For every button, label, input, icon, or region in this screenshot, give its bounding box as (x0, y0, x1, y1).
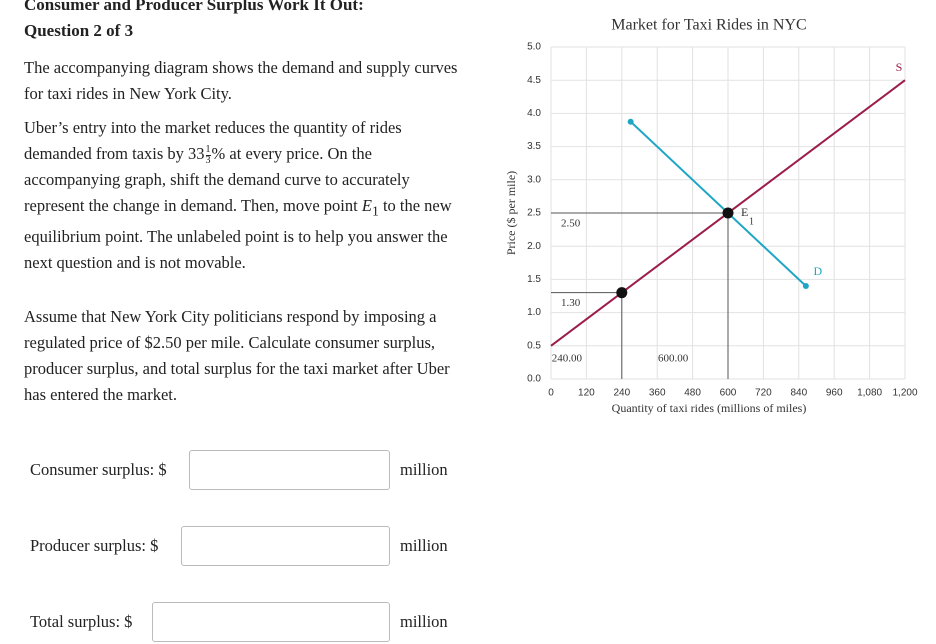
x-tick-label: 360 (649, 388, 666, 399)
x-tick-label: 840 (790, 388, 807, 399)
total-surplus-input[interactable] (152, 602, 390, 642)
producer-surplus-input[interactable] (181, 526, 390, 566)
point (616, 287, 628, 299)
answer-label: Producer surplus: $ (30, 536, 159, 555)
y-tick-label: 4.0 (527, 108, 541, 119)
text: % at every price. On the accompanying gr… (24, 144, 410, 215)
numerator: 1 (205, 143, 211, 156)
instructions: Uber’s entry into the market reduces the… (24, 115, 464, 276)
y-axis-label: Price ($ per mile) (504, 171, 518, 255)
curve-handle[interactable] (627, 118, 634, 125)
x-tick-label: 1,080 (857, 388, 882, 399)
text: Uber’s entry into the market reduces the… (24, 118, 402, 163)
consumer-surplus-input[interactable] (189, 450, 390, 490)
y-tick-label: 3.0 (527, 174, 541, 185)
point-name: E (361, 196, 372, 215)
chart: Market for Taxi Rides in NYC Quantity of… (504, 17, 918, 415)
y-tick-label: 5.0 (527, 42, 541, 53)
x-tick-label: 1,200 (892, 388, 917, 399)
question-number: Question 2 of 3 (24, 21, 134, 40)
y-tick-label: 0.5 (527, 340, 541, 351)
curve-D[interactable] (629, 120, 807, 287)
point-sub: 1 (749, 216, 754, 227)
x-tick-label: 120 (578, 388, 595, 399)
unit: million (400, 612, 448, 631)
y-value-label: 1.30 (561, 297, 581, 309)
y-tick-label: 4.5 (527, 75, 541, 86)
intro: The accompanying diagram shows the deman… (24, 58, 458, 103)
y-tick-label: 1.0 (527, 307, 541, 318)
x-value-label: 240.00 (552, 353, 583, 365)
y-tick-label: 2.0 (527, 241, 541, 252)
curve-label: D (814, 264, 823, 278)
chart-title: Market for Taxi Rides in NYC (611, 17, 806, 34)
point[interactable] (722, 207, 734, 219)
x-tick-label: 720 (755, 388, 772, 399)
answer-label: Consumer surplus: $ (30, 460, 167, 479)
x-tick-label: 240 (613, 388, 630, 399)
unit: million (400, 460, 448, 479)
text: to the new equilibrium point. The unlabe… (24, 196, 452, 273)
unit: million (400, 536, 448, 555)
x-axis-label: Quantity of taxi rides (millions of mile… (612, 401, 807, 415)
x-tick-label: 0 (548, 388, 554, 399)
x-tick-label: 480 (684, 388, 701, 399)
x-tick-label: 960 (826, 388, 843, 399)
y-tick-label: 0.0 (527, 374, 541, 385)
answer-label: Total surplus: $ (30, 612, 133, 631)
y-tick-label: 1.5 (527, 274, 541, 285)
x-value-label: 600.00 (658, 353, 689, 365)
x-tick-label: 600 (720, 388, 737, 399)
denominator: 3 (205, 154, 211, 166)
point-label: E (741, 205, 748, 219)
y-tick-label: 3.5 (527, 141, 541, 152)
curve-label: S (896, 60, 903, 74)
question: Assume that New York City politicians re… (24, 307, 450, 404)
y-value-label: 2.50 (561, 218, 581, 230)
title: Consumer and Producer Surplus Work It Ou… (24, 0, 364, 14)
point-sub: 1 (371, 203, 379, 219)
y-tick-label: 2.5 (527, 208, 541, 219)
curve-handle[interactable] (802, 283, 809, 290)
